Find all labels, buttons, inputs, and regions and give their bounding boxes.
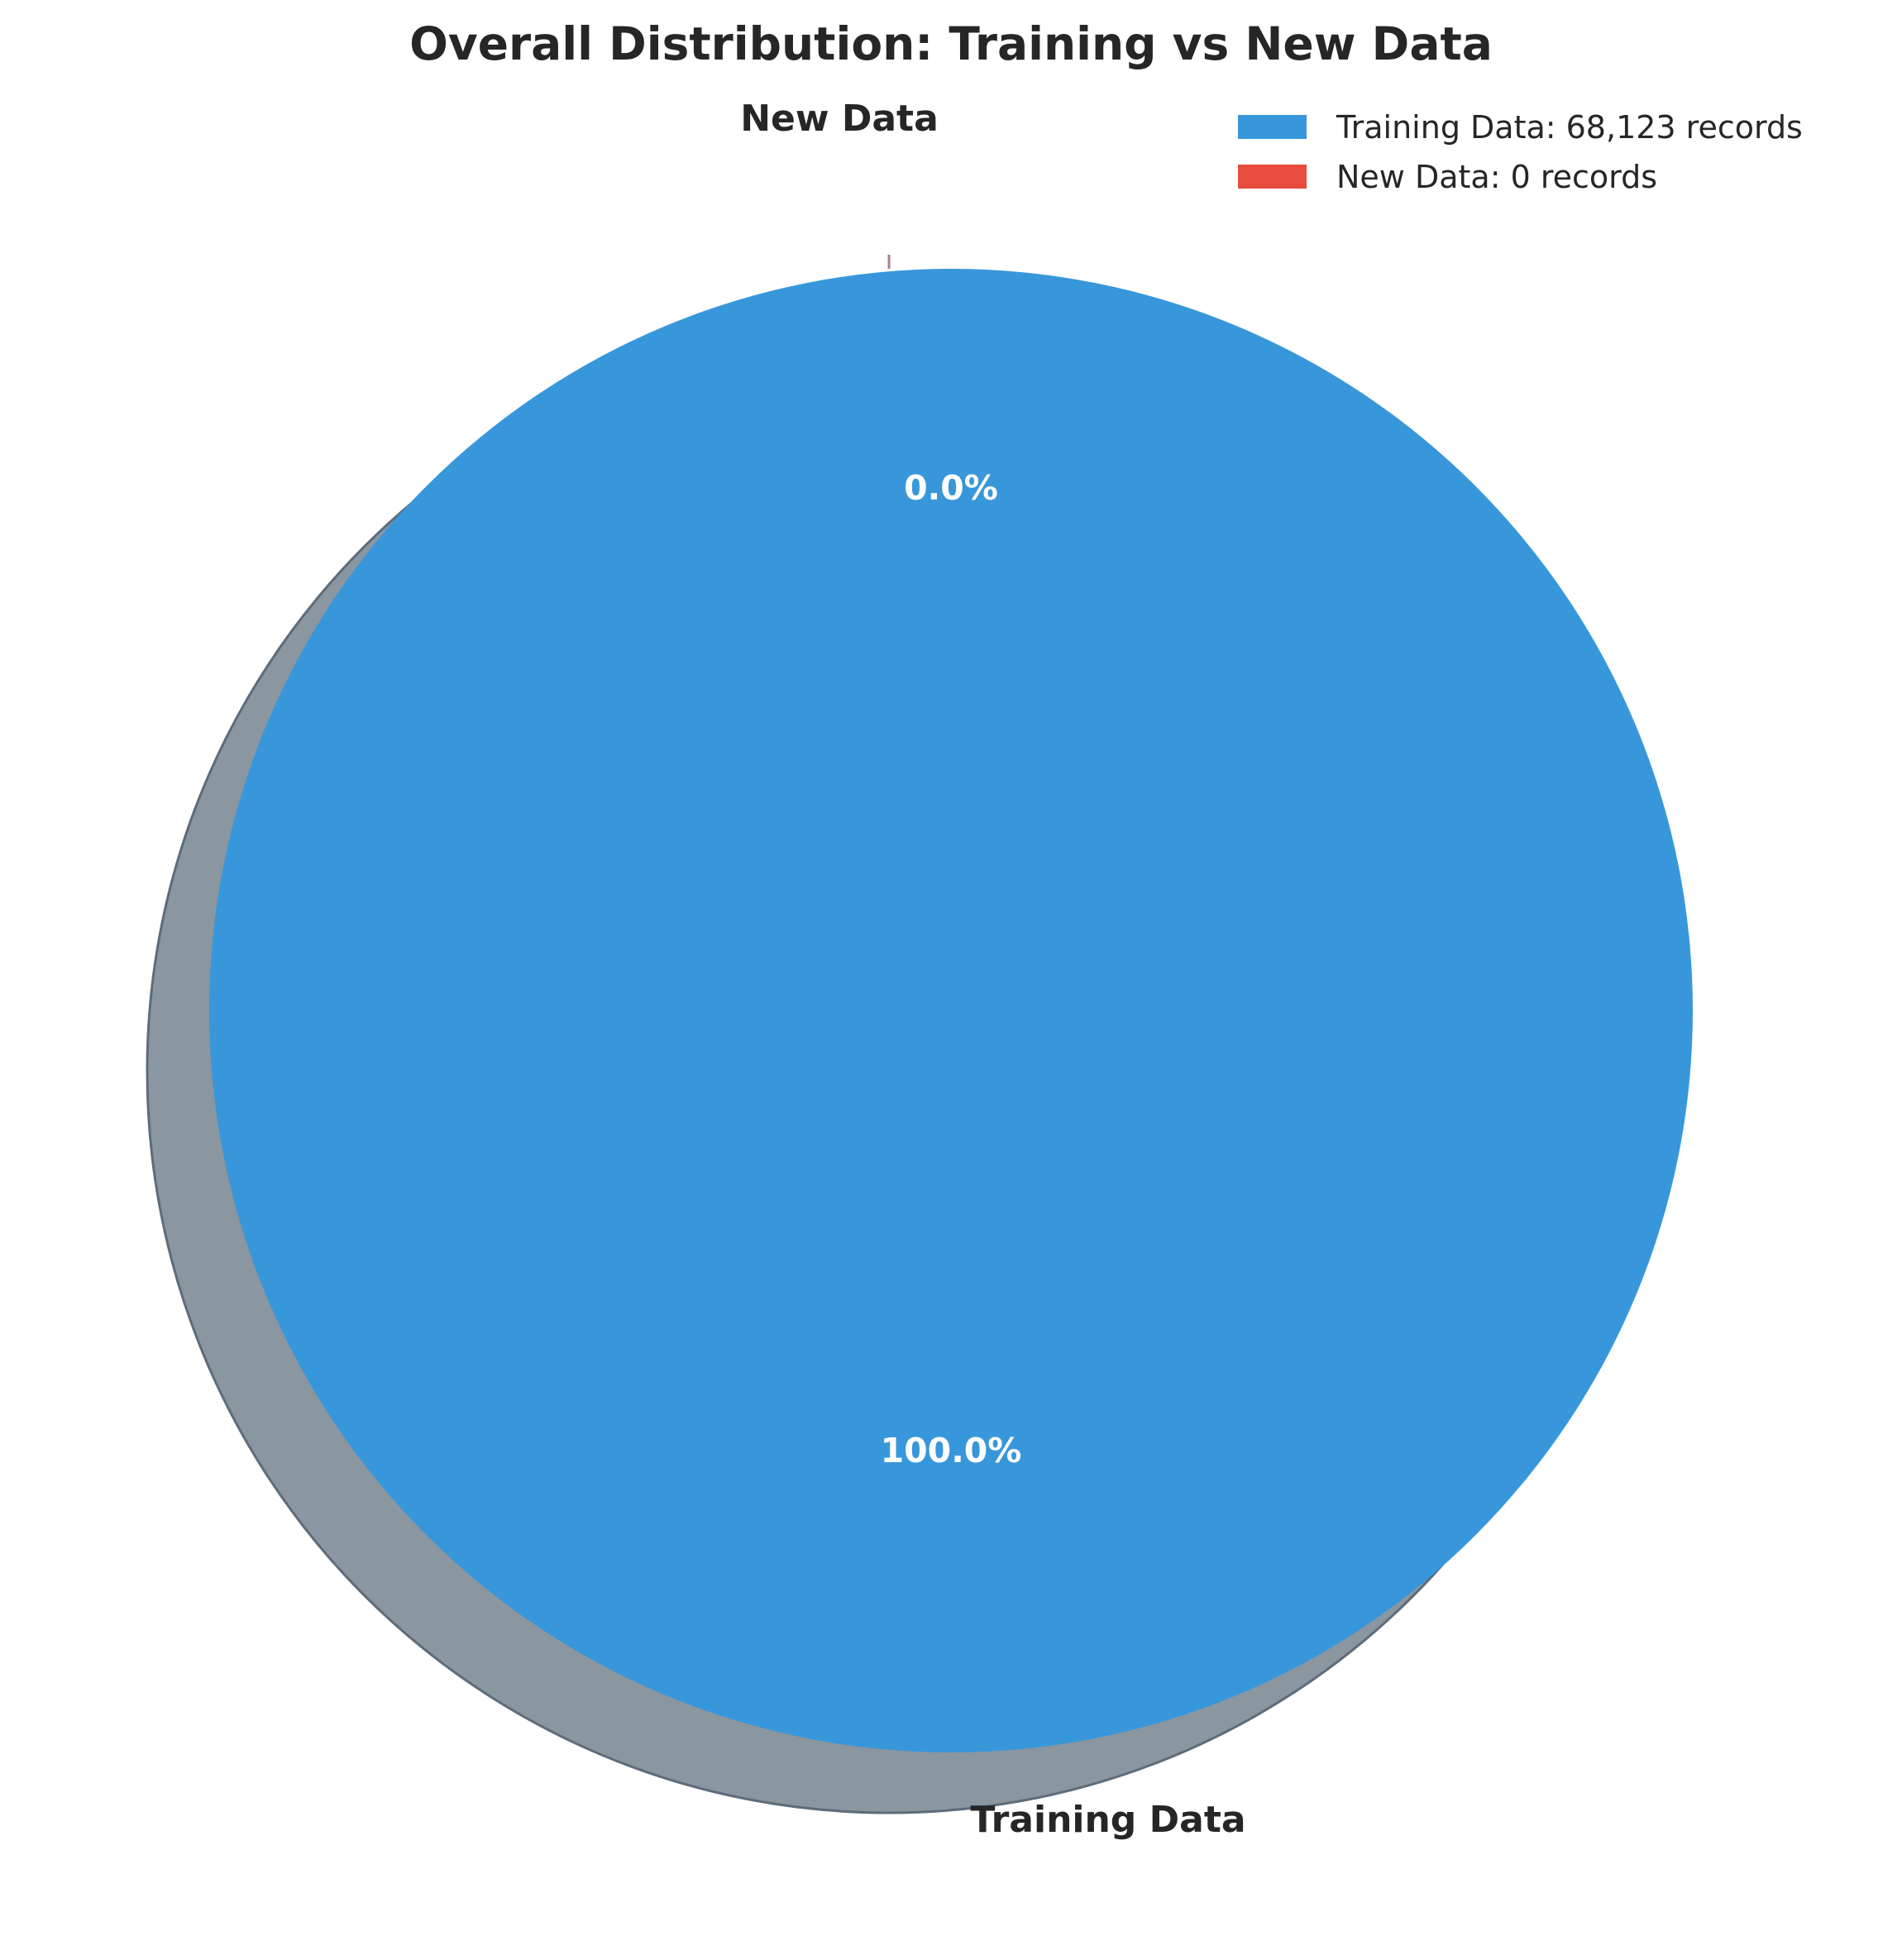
legend-swatch-training-data	[1238, 115, 1307, 139]
slice-label-new-data: New Data	[740, 98, 939, 140]
legend-swatch-new-data	[1238, 165, 1307, 189]
pie-slice-training-data	[209, 269, 1693, 1752]
legend: Training Data: 68,123 records New Data: …	[1238, 109, 1803, 195]
percent-label-new-data: 0.0%	[904, 468, 998, 508]
slice-label-training-data: Training Data	[970, 1799, 1245, 1841]
legend-label-new-data: New Data: 0 records	[1336, 159, 1657, 195]
chart-title: Overall Distribution: Training vs New Da…	[409, 17, 1493, 70]
percent-label-training-data: 100.0%	[881, 1431, 1022, 1470]
legend-label-training-data: Training Data: 68,123 records	[1336, 109, 1803, 146]
